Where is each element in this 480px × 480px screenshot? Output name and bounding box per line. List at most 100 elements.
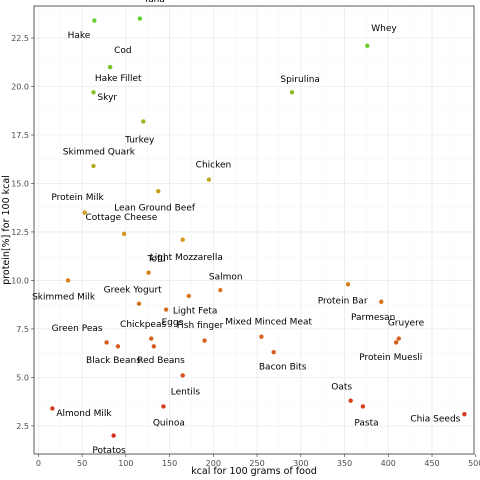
point-label: Protein Milk	[51, 193, 104, 203]
data-point	[202, 338, 207, 343]
data-point	[141, 119, 146, 124]
x-tick-label: 150	[162, 459, 177, 468]
point-label: Chickpeas	[120, 320, 166, 330]
point-label: Greek Yogurt	[104, 285, 163, 295]
point-label: Red Beans	[137, 356, 185, 366]
y-tick-label: 12.5	[11, 228, 29, 237]
point-labels: Tuna Hake Whey Cod Hake Fillet Skyr Spirulina T…	[32, 0, 461, 456]
x-tick-label: 450	[424, 459, 439, 468]
data-point	[107, 64, 113, 70]
point-label: Whey	[371, 24, 397, 34]
y-tick-label: 22.5	[11, 34, 29, 43]
data-point	[379, 299, 384, 304]
y-tick-label: 10.0	[11, 276, 29, 285]
y-tick-label: 20.0	[11, 82, 29, 91]
data-point	[156, 189, 161, 194]
data-point	[115, 344, 121, 349]
point-label: Skyr	[97, 93, 117, 103]
point-label: Eggs	[161, 318, 183, 328]
point-label: Tofu	[147, 254, 166, 264]
data-point	[218, 287, 223, 293]
x-tick-label: 100	[118, 459, 133, 468]
point-label: Bacon Bits	[259, 363, 307, 373]
data-point	[180, 373, 185, 378]
data-point	[360, 404, 366, 409]
y-tick-label: 5.0	[16, 373, 29, 382]
grid	[34, 6, 474, 454]
x-tick-label: 500	[468, 459, 480, 468]
point-label: Potatos	[92, 446, 126, 456]
data-point	[91, 163, 96, 169]
data-point	[92, 18, 97, 23]
data-point	[271, 349, 276, 355]
data-point	[462, 412, 467, 417]
x-tick-label: 200	[206, 459, 221, 468]
data-point	[163, 307, 169, 312]
data-point	[393, 340, 399, 345]
point-label: Light Feta	[173, 306, 218, 316]
point-label: Quinoa	[153, 419, 185, 429]
data-point	[91, 90, 96, 95]
y-tick-label: 15.0	[11, 179, 29, 188]
x-tick-label: 400	[381, 459, 396, 468]
point-label: Lentils	[171, 388, 201, 398]
data-point	[348, 398, 353, 403]
point-label: Skimmed Quark	[63, 148, 136, 158]
point-label: Fish finger	[177, 321, 224, 331]
point-label: Cod	[114, 46, 132, 56]
point-label: Lean Ground Beef	[114, 203, 196, 213]
point-label: Gruyere	[388, 318, 425, 328]
data-point	[161, 404, 166, 409]
data-point	[206, 177, 212, 182]
data-point	[396, 336, 401, 341]
x-tick-label: 350	[337, 459, 352, 468]
data-point	[345, 282, 351, 287]
point-label: Light Mozzarella	[150, 253, 223, 263]
data-point	[289, 90, 295, 95]
point-label: Turkey	[124, 135, 155, 145]
data-point	[186, 293, 192, 299]
point-label: Hake	[68, 31, 91, 41]
point-label: Hake Fillet	[95, 74, 142, 84]
data-point	[365, 43, 370, 48]
x-axis-title: kcal for 100 grams of food	[191, 466, 317, 477]
point-label: Green Peas	[52, 324, 103, 334]
point-label: Almond Milk	[56, 409, 112, 419]
point-label: Spirulina	[280, 75, 320, 85]
data-point	[82, 210, 87, 215]
x-tick-label: 0	[36, 459, 41, 468]
data-point	[104, 340, 109, 345]
point-label: Parmesan	[351, 313, 395, 323]
data-point	[146, 270, 151, 275]
point-label: Cottage Cheese	[86, 213, 158, 223]
point-label: Tuna	[143, 0, 165, 5]
data-point	[65, 278, 71, 283]
data-point	[111, 433, 116, 438]
point-label: Chicken	[196, 160, 232, 170]
y-axis-title: protein[%] for 100 kcal	[1, 175, 12, 285]
data-point	[121, 231, 127, 237]
point-label: Oats	[331, 382, 352, 392]
y-tick-label: 7.5	[16, 325, 29, 334]
data-points	[50, 16, 467, 438]
data-point	[136, 301, 142, 306]
x-tick-label: 250	[249, 459, 264, 468]
data-point	[137, 16, 143, 21]
data-point	[180, 237, 185, 242]
point-label: Protein Muesli	[359, 353, 422, 363]
point-label: Pasta	[354, 419, 378, 429]
x-tick-label: 300	[293, 459, 308, 468]
data-point	[151, 344, 157, 349]
point-label: Mixed Minced Meat	[225, 317, 312, 327]
point-label: Chia Seeds	[410, 415, 460, 425]
point-label: Protein Bar	[318, 297, 368, 307]
panel-border	[33, 5, 475, 455]
point-label: Skimmed Milk	[32, 293, 96, 303]
point-label: Black Beans	[86, 356, 141, 366]
point-label: Salmon	[209, 273, 243, 283]
x-tick-label: 50	[77, 459, 87, 468]
y-tick-label: 2.5	[16, 422, 29, 431]
data-point	[149, 336, 154, 341]
data-point	[259, 334, 264, 339]
